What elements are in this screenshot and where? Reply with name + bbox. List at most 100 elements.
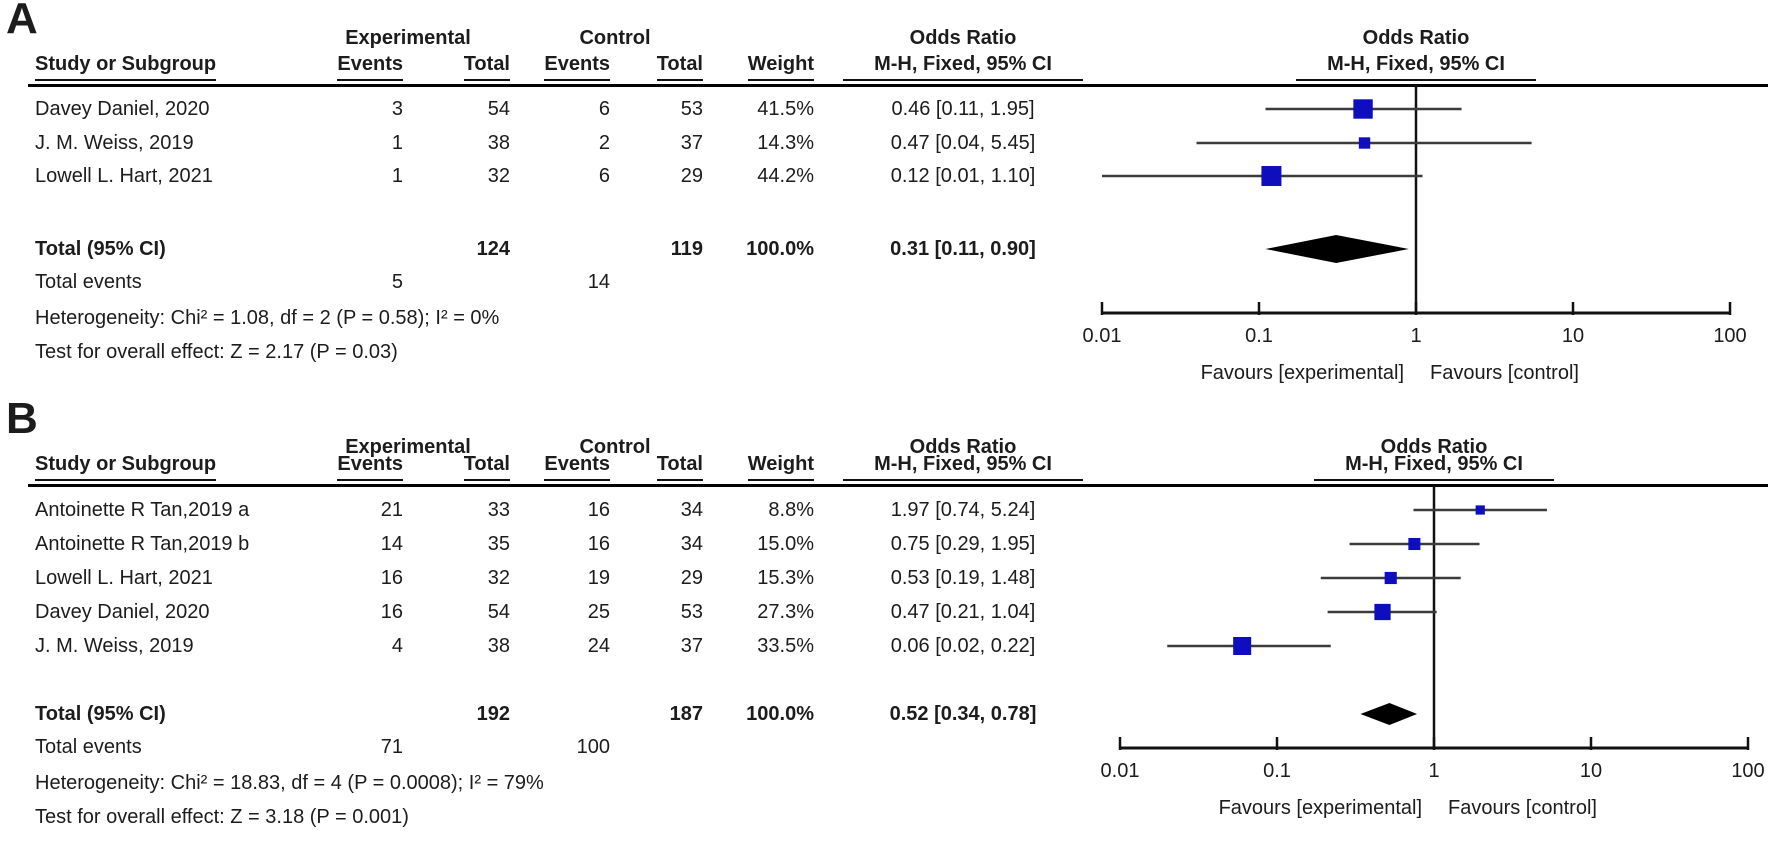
or-ci-value: 0.75 [0.29, 1.95] [890, 533, 1036, 555]
total-events-exp: 71 [380, 736, 403, 758]
control-group-header: Control [579, 27, 651, 49]
ctrl-events: 19 [587, 567, 610, 589]
header-rule [28, 84, 1768, 87]
or-method-plot-header: M-H, Fixed, 95% CI [1314, 453, 1554, 481]
weight-value: 44.2% [757, 165, 814, 187]
odds-ratio-text-header: Odds Ratio [909, 27, 1017, 49]
table-row: Davey Daniel, 2020 16 54 25 53 27.3% 0.4… [0, 598, 1768, 626]
or-ci-value: 1.97 [0.74, 5.24] [890, 499, 1036, 521]
table-row: Antoinette R Tan,2019 b 14 35 16 34 15.0… [0, 530, 1768, 558]
or-method-text-header: M-H, Fixed, 95% CI [843, 53, 1083, 81]
control-group-header: Control [579, 436, 651, 458]
overall-effect-text: Test for overall effect: Z = 2.17 (P = 0… [35, 341, 398, 363]
ctrl-events: 6 [598, 98, 610, 120]
group-header-row: Experimental Control Odds Ratio Odds Rat… [0, 24, 1768, 52]
weight-value: 15.0% [757, 533, 814, 555]
study-name: Antoinette R Tan,2019 a [35, 499, 250, 521]
exp-events: 21 [380, 499, 403, 521]
total-ctrl-n: 119 [670, 238, 703, 260]
or-method-text-header: M-H, Fixed, 95% CI [843, 453, 1083, 481]
exp-total: 32 [487, 567, 510, 589]
ctrl-events-header: Events [544, 53, 610, 81]
study-name: Davey Daniel, 2020 [35, 98, 210, 120]
column-header-row: Study or Subgroup Events Total Events To… [0, 53, 1768, 81]
study-column-header: Study or Subgroup [35, 53, 217, 81]
panel-b-label: B [6, 394, 38, 443]
ctrl-total: 37 [680, 132, 703, 154]
exp-events: 4 [391, 635, 403, 657]
exp-total: 38 [487, 635, 510, 657]
ctrl-total: 53 [680, 601, 703, 623]
total-weight: 100.0% [746, 703, 814, 725]
weight-value: 15.3% [757, 567, 814, 589]
weight-value: 41.5% [757, 98, 814, 120]
ctrl-total: 29 [680, 567, 703, 589]
or-ci-value: 0.12 [0.01, 1.10] [890, 165, 1036, 187]
experimental-group-header: Experimental [345, 436, 471, 458]
weight-header: Weight [747, 453, 814, 481]
weight-value: 14.3% [757, 132, 814, 154]
ctrl-events: 6 [598, 165, 610, 187]
ctrl-total: 29 [680, 165, 703, 187]
table-row: Antoinette R Tan,2019 a 21 33 16 34 8.8%… [0, 496, 1768, 524]
group-header-row: Experimental Control Odds Ratio Odds Rat… [0, 433, 1768, 461]
exp-events: 16 [380, 567, 403, 589]
odds-ratio-plot-header: Odds Ratio [1380, 436, 1488, 458]
exp-events: 1 [391, 132, 403, 154]
weight-value: 27.3% [757, 601, 814, 623]
or-ci-value: 0.47 [0.04, 5.45] [890, 132, 1036, 154]
weight-value: 33.5% [757, 635, 814, 657]
header-rule [28, 484, 1768, 487]
exp-events: 14 [380, 533, 403, 555]
total-or-ci: 0.52 [0.34, 0.78] [889, 703, 1037, 725]
ctrl-events: 24 [587, 635, 610, 657]
ctrl-total-header: Total [656, 453, 703, 481]
overall-effect-line: Test for overall effect: Z = 2.17 (P = 0… [0, 338, 1768, 366]
overall-effect-line: Test for overall effect: Z = 3.18 (P = 0… [0, 803, 1768, 831]
total-row: Total (95% CI) 192 187 100.0% 0.52 [0.34… [0, 700, 1768, 728]
exp-total: 54 [487, 601, 510, 623]
total-events-ctrl: 100 [576, 736, 610, 758]
overall-effect-text: Test for overall effect: Z = 3.18 (P = 0… [35, 806, 409, 828]
exp-total: 32 [487, 165, 510, 187]
heterogeneity-text: Heterogeneity: Chi² = 1.08, df = 2 (P = … [35, 307, 500, 329]
exp-events: 16 [380, 601, 403, 623]
weight-value: 8.8% [768, 499, 814, 521]
ctrl-total: 34 [680, 533, 703, 555]
total-exp-n: 192 [476, 703, 510, 725]
heterogeneity-text: Heterogeneity: Chi² = 18.83, df = 4 (P =… [35, 772, 544, 794]
table-row: J. M. Weiss, 2019 1 38 2 37 14.3% 0.47 [… [0, 129, 1768, 157]
odds-ratio-text-header: Odds Ratio [909, 436, 1017, 458]
ctrl-events: 16 [587, 533, 610, 555]
odds-ratio-plot-header: Odds Ratio [1362, 27, 1470, 49]
ctrl-events: 25 [587, 601, 610, 623]
total-events-label: Total events [35, 271, 142, 293]
exp-total: 33 [487, 499, 510, 521]
total-events-label: Total events [35, 736, 142, 758]
or-method-plot-header: M-H, Fixed, 95% CI [1296, 53, 1536, 81]
total-label: Total (95% CI) [35, 703, 166, 725]
table-row: Davey Daniel, 2020 3 54 6 53 41.5% 0.46 … [0, 95, 1768, 123]
or-ci-value: 0.47 [0.21, 1.04] [890, 601, 1036, 623]
study-name: J. M. Weiss, 2019 [35, 132, 194, 154]
or-ci-value: 0.53 [0.19, 1.48] [890, 567, 1036, 589]
exp-events: 3 [391, 98, 403, 120]
column-header-row: Study or Subgroup Events Total Events To… [0, 453, 1768, 481]
ctrl-total-header: Total [656, 53, 703, 81]
experimental-group-header: Experimental [345, 27, 471, 49]
exp-total: 38 [487, 132, 510, 154]
study-column-header: Study or Subgroup [35, 453, 217, 481]
study-name: J. M. Weiss, 2019 [35, 635, 194, 657]
total-events-exp: 5 [391, 271, 403, 293]
ctrl-total: 53 [680, 98, 703, 120]
total-label: Total (95% CI) [35, 238, 166, 260]
total-row: Total (95% CI) 124 119 100.0% 0.31 [0.11… [0, 235, 1768, 263]
total-weight: 100.0% [746, 238, 814, 260]
total-events-ctrl: 14 [587, 271, 610, 293]
total-events-row: Total events 71 100 [0, 733, 1768, 761]
study-name: Antoinette R Tan,2019 b [35, 533, 250, 555]
ctrl-events-header: Events [544, 453, 610, 481]
exp-total: 35 [487, 533, 510, 555]
study-name: Davey Daniel, 2020 [35, 601, 210, 623]
table-row: Lowell L. Hart, 2021 1 32 6 29 44.2% 0.1… [0, 162, 1768, 190]
